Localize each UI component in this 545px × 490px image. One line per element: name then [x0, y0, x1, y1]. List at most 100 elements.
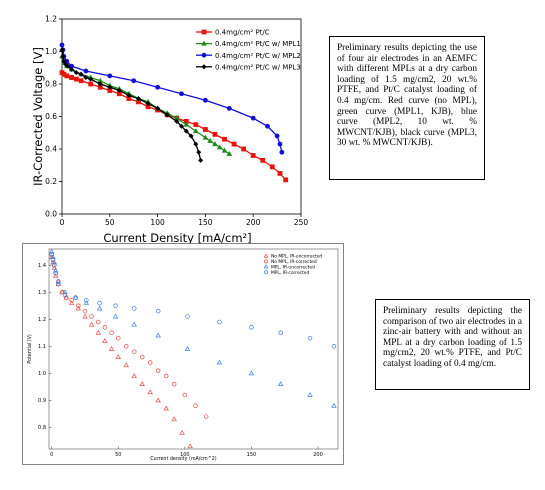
x-tick-label: 0 [50, 452, 53, 458]
x-tick-label: 100 [180, 452, 190, 458]
data-point [183, 121, 190, 127]
data-point [69, 66, 75, 72]
data-point [248, 370, 255, 376]
data-point [50, 257, 56, 263]
data-point [97, 300, 102, 306]
data-point [107, 73, 113, 79]
data-point [155, 105, 161, 111]
x-tick-label: 50 [105, 218, 115, 227]
data-point [198, 157, 204, 163]
data-point [155, 84, 160, 90]
data-point [278, 381, 284, 387]
data-point [260, 157, 266, 163]
data-point [65, 63, 71, 69]
data-point [115, 354, 121, 359]
data-point [193, 141, 199, 147]
data-point [277, 141, 283, 147]
data-point [49, 252, 54, 257]
legend-swatch-marker [201, 29, 207, 35]
legend-swatch-marker [264, 259, 268, 264]
data-point [83, 300, 89, 305]
data-point [60, 53, 66, 59]
data-point [212, 141, 218, 147]
legend-label: No MPL, IR-uncorrected [271, 254, 322, 260]
x-tick-label: 200 [313, 452, 323, 458]
data-point [88, 76, 94, 82]
series-line [61, 44, 283, 153]
data-point [73, 76, 79, 82]
data-point [52, 262, 57, 268]
data-point [123, 344, 129, 349]
x-tick-label: 100 [150, 218, 165, 227]
x-tick-label: 200 [246, 218, 261, 227]
data-point [69, 298, 74, 303]
legend-swatch-marker [201, 40, 207, 46]
y-tick-label: 0.9 [38, 398, 46, 404]
data-point [283, 177, 289, 183]
data-point [183, 128, 189, 134]
data-point [179, 429, 185, 435]
data-point [179, 91, 184, 97]
data-point [147, 360, 153, 365]
data-point [147, 389, 153, 395]
x-tick-label: 250 [294, 218, 309, 227]
plot-frame [48, 248, 339, 450]
data-point [84, 298, 89, 303]
data-point [216, 144, 223, 150]
data-point [63, 294, 70, 300]
y-tick-label: 1.3 [38, 290, 46, 296]
y-tick-label: 0.8 [45, 80, 57, 89]
data-point [145, 100, 151, 107]
data-point [55, 281, 62, 287]
data-point [59, 42, 65, 48]
data-point [221, 147, 228, 153]
data-point [222, 136, 227, 142]
data-point [131, 349, 137, 354]
data-point [73, 70, 79, 76]
data-point [82, 313, 88, 319]
data-point [250, 115, 256, 121]
data-point [82, 308, 88, 314]
data-point [307, 335, 313, 341]
data-point [116, 335, 121, 341]
aemfc-polarization-chart: 0 50 100 150 200 250 0.0 0.2 0.4 0.6 0.8 1.0 1.2 Curr… [0, 0, 318, 250]
y-tick-label: 1.1 [38, 344, 46, 350]
legend-label: 0.4mg/cm² Pt/C w/ MPL2 [215, 52, 301, 60]
x-tick-label: 0 [60, 218, 65, 227]
x-tick-label: 150 [247, 452, 257, 458]
data-point [88, 81, 94, 87]
data-point [277, 170, 283, 176]
data-point [96, 319, 101, 325]
data-point [139, 354, 145, 360]
data-point [56, 281, 61, 287]
data-point [75, 305, 81, 311]
data-point [135, 96, 142, 102]
series-line [61, 49, 202, 161]
data-point [171, 416, 177, 422]
data-point [182, 392, 188, 398]
data-point [155, 308, 161, 314]
y-axis-label: Potential (V) [27, 334, 33, 364]
data-point [226, 105, 232, 111]
data-point [187, 443, 193, 449]
data-point [60, 289, 65, 295]
legend-label: 0.4mg/cm² Pt/C w/ MPL1 [215, 40, 301, 48]
data-point [113, 303, 118, 309]
y-tick-label: 0.4 [45, 145, 57, 154]
data-point [139, 381, 145, 387]
data-point [212, 131, 218, 137]
data-point [68, 300, 75, 305]
data-point [155, 368, 161, 373]
data-point [163, 373, 169, 379]
data-point [171, 381, 177, 387]
data-point [62, 292, 68, 298]
data-point [231, 141, 237, 147]
y-tick-label: 0.8 [38, 425, 46, 431]
data-point [131, 306, 137, 311]
data-point [155, 332, 161, 338]
data-point [131, 321, 137, 327]
data-point [52, 267, 59, 273]
data-point [62, 289, 68, 295]
data-point [131, 373, 137, 378]
data-point [155, 397, 161, 403]
